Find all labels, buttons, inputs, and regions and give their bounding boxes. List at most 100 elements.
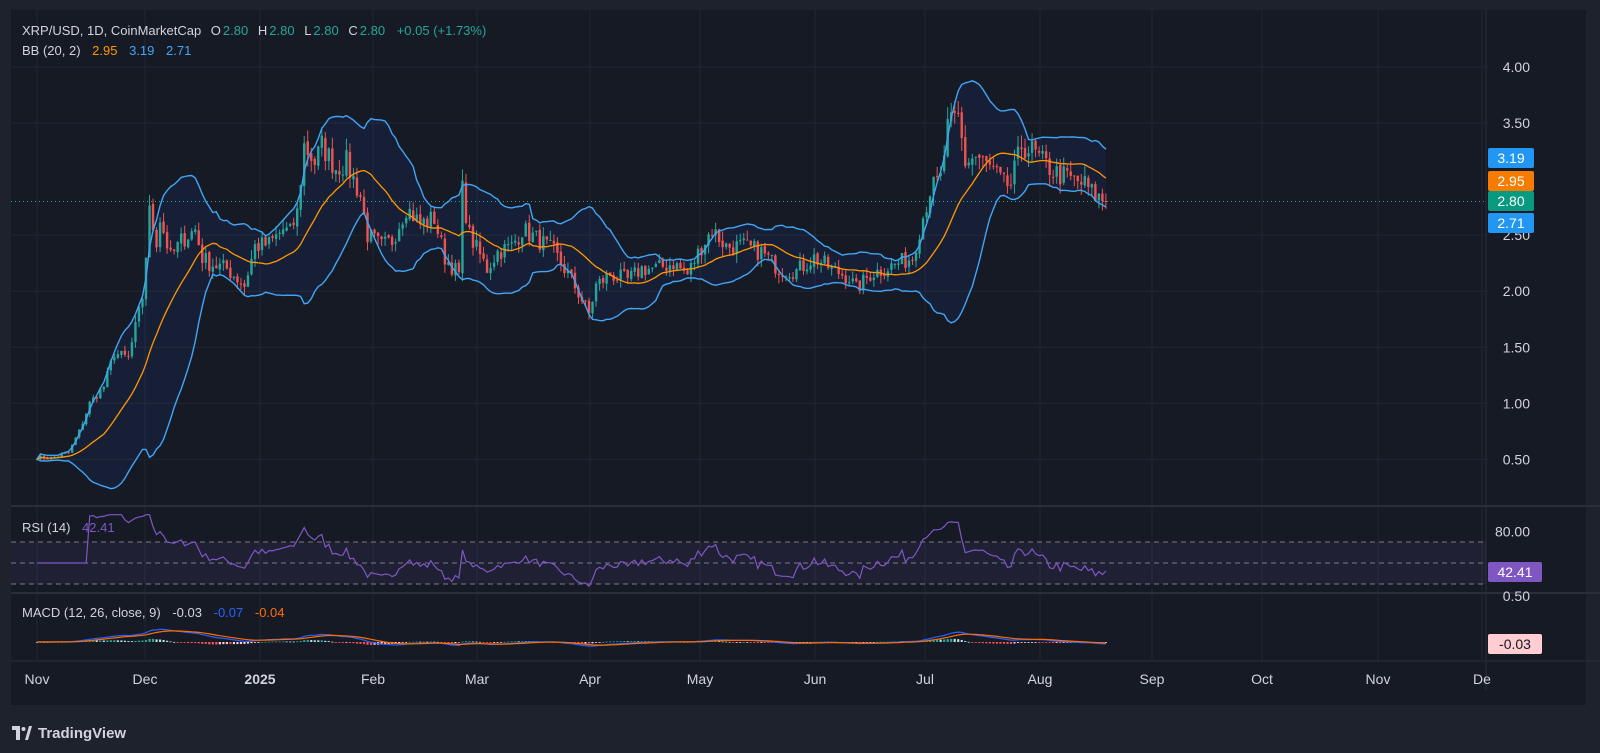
- candle-body: [985, 156, 988, 162]
- candle-body: [777, 273, 781, 276]
- candle-body: [552, 240, 556, 244]
- macd-hist-bar: [1016, 642, 1020, 643]
- macd-badge: -0.03: [1499, 636, 1531, 652]
- candle-body: [598, 278, 601, 285]
- macd-hist-bar: [485, 642, 489, 643]
- candle-body: [837, 266, 840, 275]
- macd-hist-bar: [412, 641, 415, 643]
- candle-body: [826, 256, 830, 268]
- candle-body: [113, 357, 116, 361]
- candle-body: [299, 184, 302, 210]
- tradingview-brand[interactable]: TradingView: [12, 722, 126, 744]
- candle-body: [499, 252, 503, 259]
- candle-body: [545, 236, 549, 240]
- macd-hist-bar: [756, 642, 759, 643]
- macd-hist-value: -0.03: [172, 605, 202, 620]
- candle-body: [1016, 146, 1020, 159]
- candle-body: [897, 263, 900, 265]
- candle-body: [517, 242, 520, 245]
- candle-body: [784, 276, 788, 278]
- macd-hist-bar: [482, 642, 485, 643]
- candle-body: [327, 148, 331, 162]
- candle-body: [928, 196, 932, 214]
- macd-hist-bar: [310, 640, 313, 642]
- macd-hist-bar: [964, 641, 967, 642]
- bb-lower-badge: 2.71: [1497, 215, 1524, 231]
- candle-body: [717, 229, 721, 243]
- candle-body: [988, 160, 992, 165]
- candle-body: [756, 241, 760, 260]
- macd-hist-bar: [1037, 642, 1041, 643]
- candle-body: [1073, 175, 1076, 177]
- macd-hist-bar: [211, 642, 214, 645]
- x-tick-label: Sep: [1140, 671, 1165, 687]
- macd-hist-bar: [475, 641, 478, 643]
- macd-hist-bar: [626, 641, 629, 643]
- macd-hist-bar: [450, 642, 454, 644]
- candle-body: [324, 137, 327, 161]
- candle-body: [615, 279, 619, 281]
- candle-body: [359, 195, 362, 197]
- macd-hist-bar: [429, 641, 432, 643]
- macd-hist-bar: [988, 642, 991, 644]
- macd-hist-bar: [144, 639, 148, 642]
- candle-body: [345, 150, 348, 176]
- macd-hist-bar: [1009, 642, 1013, 644]
- candle-body: [274, 234, 278, 239]
- candle-body: [735, 241, 738, 255]
- macd-hist-bar: [714, 641, 717, 642]
- candle-body: [176, 242, 179, 253]
- candle-body: [855, 278, 858, 282]
- x-tick-label: Feb: [361, 671, 385, 687]
- macd-hist-bar: [296, 641, 299, 643]
- candle-body: [679, 263, 682, 269]
- macd-hist-bar: [106, 640, 109, 642]
- candle-body: [317, 146, 320, 166]
- macd-hist-bar: [225, 642, 228, 645]
- macd-hist-bar: [355, 642, 359, 644]
- candle-body: [404, 217, 408, 224]
- candle-body: [535, 230, 538, 232]
- candle-body: [672, 265, 675, 270]
- macd-hist-bar: [1030, 642, 1034, 643]
- macd-hist-bar: [176, 642, 179, 643]
- candle-body: [675, 263, 679, 270]
- candle-body: [742, 238, 745, 241]
- macd-hist-bar: [285, 641, 288, 643]
- macd-hist-bar: [401, 642, 404, 643]
- candle-body: [594, 283, 598, 302]
- candle-body: [443, 238, 447, 265]
- candle-body: [1027, 153, 1030, 157]
- macd-hist-bar: [271, 641, 274, 643]
- candle-body: [862, 274, 865, 291]
- candle-body: [1083, 176, 1087, 186]
- bollinger-lines: [36, 80, 1107, 490]
- candle-body: [436, 225, 440, 234]
- candle-body: [781, 276, 784, 278]
- candle-body: [120, 350, 123, 355]
- macd-hist-bar: [222, 642, 225, 645]
- rsi-line: [37, 514, 1107, 588]
- rsi-label: RSI (14): [22, 520, 71, 535]
- candle-body: [668, 265, 672, 271]
- candle-body: [123, 350, 127, 355]
- candle-body: [753, 241, 756, 247]
- candle-body: [935, 176, 939, 178]
- macd-hist-bar: [236, 642, 239, 645]
- candle-body: [710, 235, 714, 237]
- macd-hist-bar: [1034, 642, 1037, 643]
- macd-hist-bar: [253, 642, 257, 643]
- candle-body: [967, 162, 970, 166]
- candle-body: [939, 172, 942, 177]
- macd-hist-bar: [760, 642, 763, 643]
- x-tick-label: Aug: [1028, 671, 1053, 687]
- y-tick-label: 0.50: [1503, 451, 1530, 467]
- macd-hist-bar: [932, 639, 935, 642]
- macd-hist-bar: [419, 641, 422, 643]
- macd-hist-bar: [609, 641, 612, 643]
- candle-body: [957, 112, 960, 114]
- macd-hist-bar: [113, 640, 116, 642]
- macd-hist-bar: [630, 641, 633, 642]
- candle-body: [267, 237, 271, 245]
